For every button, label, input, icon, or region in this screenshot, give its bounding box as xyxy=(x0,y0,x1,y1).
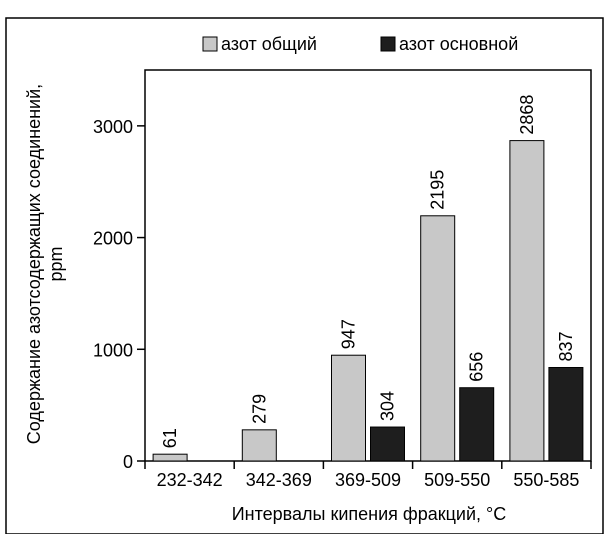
bar-total-nitrogen xyxy=(510,141,544,461)
bar-total-nitrogen xyxy=(332,355,366,461)
legend: азот общий азот основной xyxy=(203,34,518,54)
x-tick-label: 509-550 xyxy=(424,470,490,490)
bar-total-nitrogen xyxy=(242,430,276,461)
bar-value-label: 304 xyxy=(378,391,398,421)
bar-value-label: 837 xyxy=(556,331,576,361)
legend-label-basic: азот основной xyxy=(399,34,518,54)
y-axis-label: Содержание азотсодержащих соединений, pp… xyxy=(24,84,66,444)
bar-basic-nitrogen xyxy=(549,367,583,461)
bar-value-label: 656 xyxy=(467,352,487,382)
bar-value-label: 279 xyxy=(249,394,269,424)
y-tick-label: 2000 xyxy=(93,229,133,249)
y-tick-label: 3000 xyxy=(93,117,133,137)
x-tick-label: 369-509 xyxy=(335,470,401,490)
x-tick-label: 550-585 xyxy=(513,470,579,490)
y-tick-label: 1000 xyxy=(93,340,133,360)
legend-label-total: азот общий xyxy=(221,34,317,54)
bar-value-label: 2868 xyxy=(517,95,537,135)
legend-swatch-total xyxy=(203,37,217,51)
bar-basic-nitrogen xyxy=(460,388,494,461)
x-tick-label: 232-342 xyxy=(157,470,223,490)
bar-value-label: 2195 xyxy=(428,170,448,210)
x-axis-label: Интервалы кипения фракций, °C xyxy=(232,504,507,524)
bar-value-label: 947 xyxy=(339,319,359,349)
bar-value-label: 61 xyxy=(160,428,180,448)
legend-swatch-basic xyxy=(381,37,395,51)
y-axis-label-line2: ppm xyxy=(46,246,66,281)
y-axis-label-line1: Содержание азотсодержащих соединений, xyxy=(24,84,44,444)
bar-total-nitrogen xyxy=(421,216,455,461)
bar-basic-nitrogen xyxy=(371,427,405,461)
y-tick-label: 0 xyxy=(123,452,133,472)
bars xyxy=(153,141,583,461)
bar-total-nitrogen xyxy=(153,454,187,461)
x-tick-label: 342-369 xyxy=(246,470,312,490)
